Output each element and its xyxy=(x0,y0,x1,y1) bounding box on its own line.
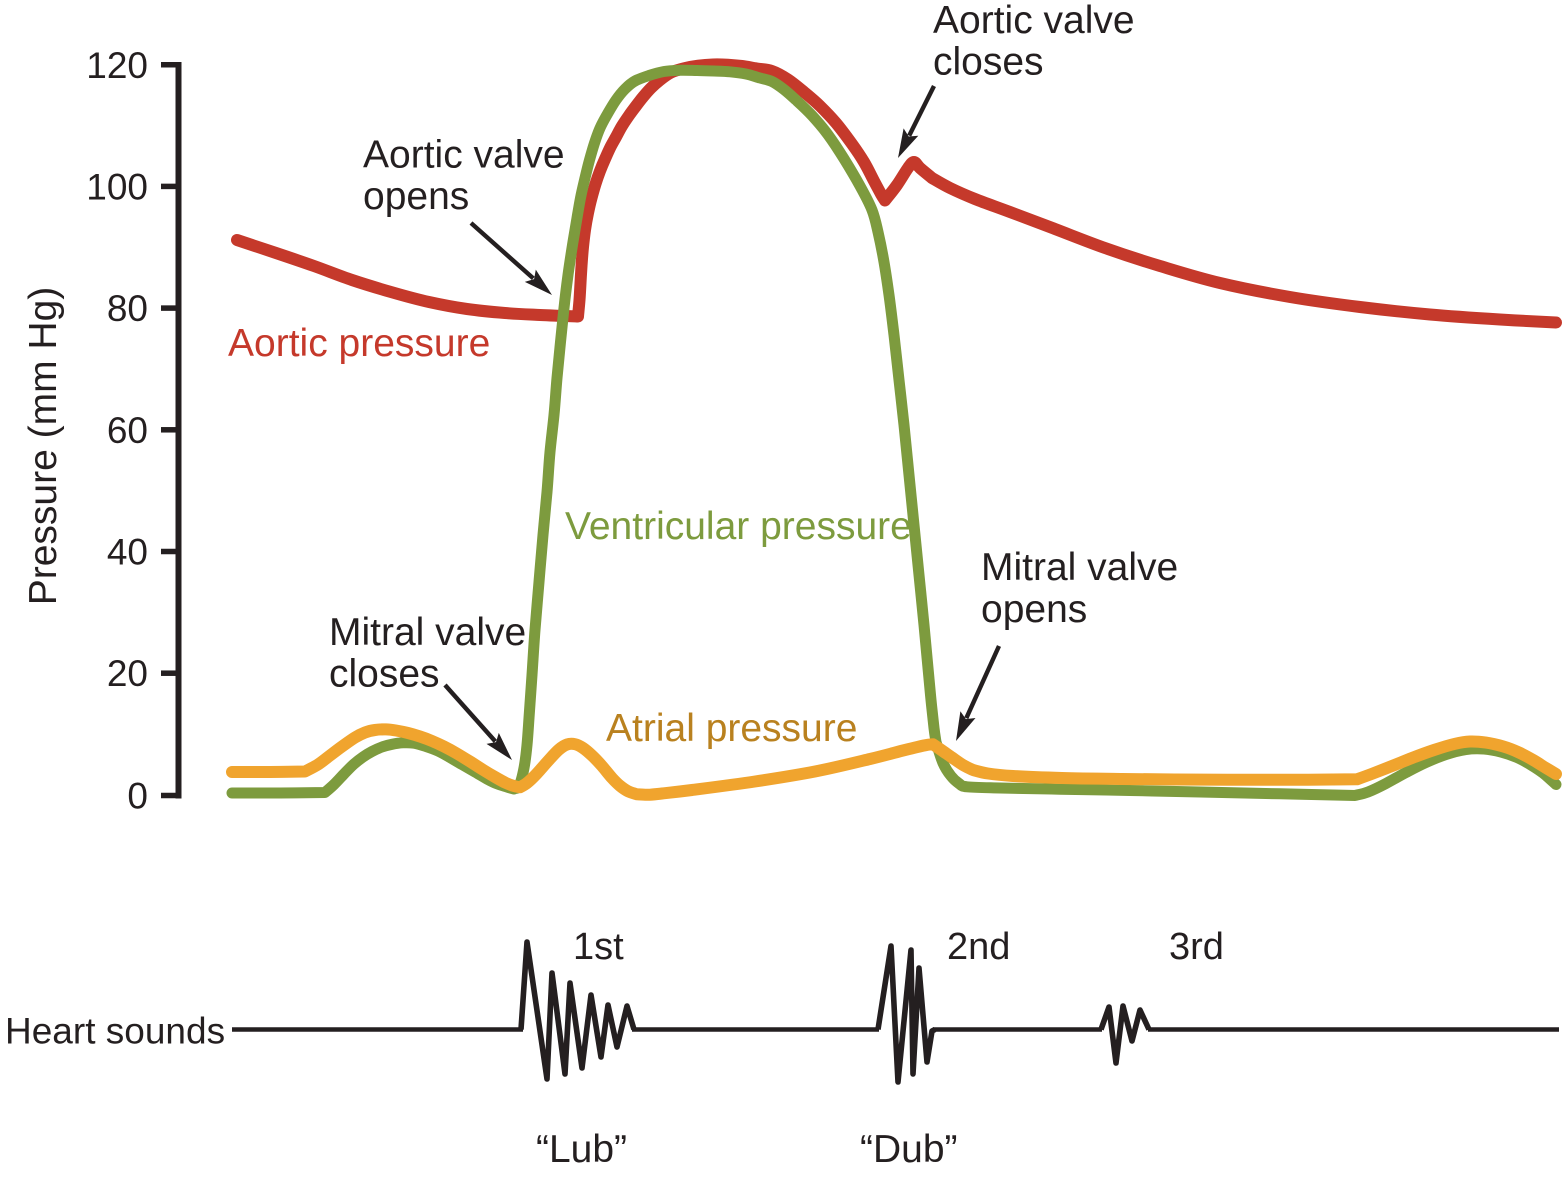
svg-text:0: 0 xyxy=(127,776,148,817)
svg-text:Ventricular pressure: Ventricular pressure xyxy=(565,505,912,548)
svg-text:Aortic pressure: Aortic pressure xyxy=(228,322,490,365)
svg-text:closes: closes xyxy=(329,653,440,696)
svg-text:1st: 1st xyxy=(573,926,624,968)
svg-text:“Dub”: “Dub” xyxy=(860,1128,958,1171)
svg-text:Aortic valve: Aortic valve xyxy=(933,0,1135,42)
svg-text:3rd: 3rd xyxy=(1169,926,1224,968)
svg-text:60: 60 xyxy=(107,410,148,451)
svg-text:closes: closes xyxy=(933,41,1044,84)
svg-text:Heart sounds: Heart sounds xyxy=(5,1011,225,1052)
svg-text:2nd: 2nd xyxy=(947,926,1010,968)
svg-text:Pressure (mm Hg): Pressure (mm Hg) xyxy=(22,287,65,606)
svg-text:“Lub”: “Lub” xyxy=(536,1128,627,1171)
svg-text:20: 20 xyxy=(107,653,148,694)
svg-text:opens: opens xyxy=(981,588,1087,631)
svg-text:Atrial pressure: Atrial pressure xyxy=(606,707,857,750)
svg-text:Mitral valve: Mitral valve xyxy=(329,611,526,654)
svg-text:40: 40 xyxy=(107,532,148,573)
svg-text:80: 80 xyxy=(107,288,148,329)
svg-text:120: 120 xyxy=(86,45,148,86)
svg-text:Mitral valve: Mitral valve xyxy=(981,546,1178,589)
svg-text:Aortic valve: Aortic valve xyxy=(363,134,565,177)
svg-text:100: 100 xyxy=(86,166,148,207)
svg-text:opens: opens xyxy=(363,175,469,218)
